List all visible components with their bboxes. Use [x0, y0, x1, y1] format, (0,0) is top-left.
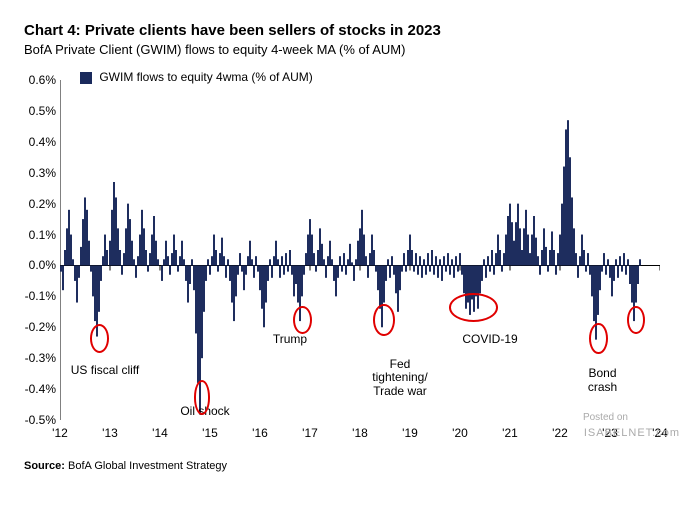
annotation-ring	[589, 323, 608, 355]
chart-subtitle: BofA Private Client (GWIM) flows to equi…	[24, 42, 405, 57]
x-tick-label: '15	[190, 426, 230, 440]
annotation-ring	[194, 380, 211, 415]
x-tick-label: '12	[40, 426, 80, 440]
annotation-label: Trump	[245, 333, 335, 346]
annotation-ring	[373, 304, 395, 336]
y-tick-label: -0.1%	[16, 289, 56, 303]
x-tick-label: '16	[240, 426, 280, 440]
annotation-ring	[627, 306, 645, 335]
y-tick-label: 0.0%	[16, 258, 56, 272]
y-tick-label: 0.1%	[16, 228, 56, 242]
y-tick-label: -0.3%	[16, 351, 56, 365]
x-tick-label: '17	[290, 426, 330, 440]
y-tick-label: 0.5%	[16, 104, 56, 118]
chart-title: Chart 4: Private clients have been selle…	[24, 22, 441, 39]
y-tick-label: 0.4%	[16, 135, 56, 149]
x-tick-label: '22	[540, 426, 580, 440]
x-tick-label: '20	[440, 426, 480, 440]
x-tick-label: '19	[390, 426, 430, 440]
annotation-label: Fedtightening/Trade war	[355, 358, 445, 398]
source-label: Source:	[24, 460, 65, 472]
x-tick-label: '13	[90, 426, 130, 440]
source-line: Source: BofA Global Investment Strategy	[24, 460, 227, 472]
y-tick-label: -0.5%	[16, 413, 56, 427]
annotation-label: Bondcrash	[558, 367, 648, 393]
annotation-label: US fiscal cliff	[60, 364, 150, 377]
y-tick-label: -0.4%	[16, 382, 56, 396]
annotation-ring	[449, 293, 498, 322]
annotation-label: COVID-19	[445, 333, 535, 346]
annotation-ring	[90, 324, 109, 353]
posted-on-label: Posted on	[583, 412, 628, 423]
source-text: BofA Global Investment Strategy	[68, 460, 227, 472]
y-tick-label: 0.6%	[16, 73, 56, 87]
x-tick-label: '18	[340, 426, 380, 440]
annotation-ring	[293, 306, 312, 335]
watermark: ISABELNET.com	[584, 427, 680, 439]
x-tick-label: '21	[490, 426, 530, 440]
y-tick-label: 0.3%	[16, 166, 56, 180]
x-tick-label: '14	[140, 426, 180, 440]
y-tick-label: -0.2%	[16, 320, 56, 334]
y-tick-label: 0.2%	[16, 197, 56, 211]
chart-page: { "title": "Chart 4: Private clients hav…	[0, 0, 700, 509]
